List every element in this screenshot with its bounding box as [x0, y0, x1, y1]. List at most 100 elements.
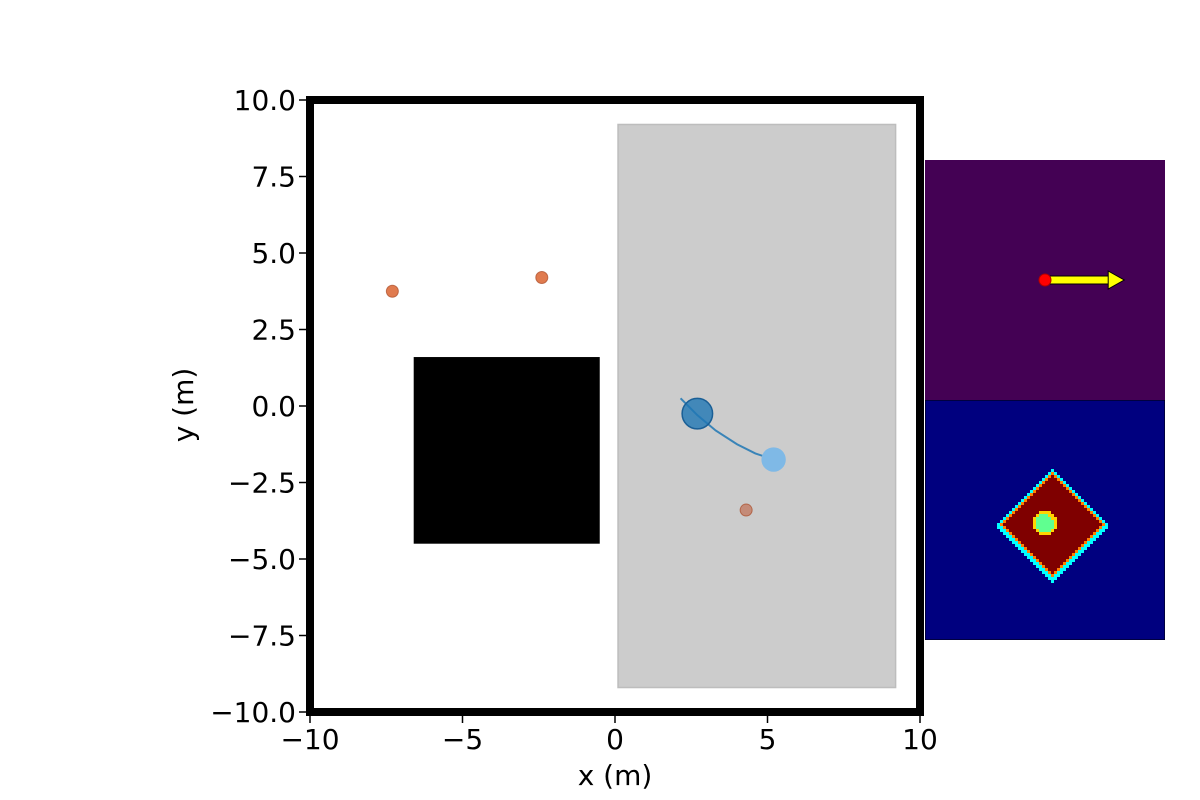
- occupancy-cell: [1081, 541, 1085, 545]
- occupancy-cell: [1084, 517, 1088, 521]
- occupancy-cell: [1000, 526, 1004, 530]
- x-tick-label: 10: [902, 723, 938, 756]
- occupancy-cell: [1075, 493, 1079, 497]
- occupancy-cell: [1045, 493, 1049, 497]
- occupancy-cell: [1048, 478, 1052, 482]
- occupancy-cell: [1063, 499, 1067, 503]
- occupancy-cell: [1090, 514, 1094, 518]
- occupancy-cell: [1048, 568, 1052, 572]
- occupancy-cell: [1039, 538, 1043, 542]
- occupancy-cell: [1009, 532, 1013, 536]
- occupancy-cell: [1051, 541, 1055, 545]
- occupancy-cell: [1033, 508, 1037, 512]
- occupancy-cell: [1051, 475, 1055, 479]
- occupancy-cell: [1030, 508, 1034, 512]
- occupancy-cell: [1036, 550, 1040, 554]
- occupancy-cell: [1036, 541, 1040, 545]
- occupancy-cell: [1006, 520, 1010, 524]
- occupancy-cell: [1051, 496, 1055, 500]
- occupancy-cell: [1027, 517, 1031, 521]
- occupancy-cell: [1072, 544, 1076, 548]
- occupancy-cell: [1045, 487, 1049, 491]
- occupancy-cell: [1078, 508, 1082, 512]
- occupancy-cell: [1081, 523, 1085, 527]
- occupancy-cell: [1087, 508, 1091, 512]
- occupancy-cell: [1087, 535, 1091, 539]
- occupancy-cell: [1078, 553, 1082, 557]
- occupancy-cell: [1063, 535, 1067, 539]
- occupancy-cell: [1021, 499, 1025, 503]
- occupancy-cell: [1084, 520, 1088, 524]
- x-axis-label: x (m): [578, 759, 653, 792]
- occupancy-cell: [1066, 517, 1070, 521]
- occupancy-cell: [1048, 499, 1052, 503]
- occupancy-cell: [1063, 556, 1067, 560]
- occupancy-cell: [1072, 535, 1076, 539]
- heading-arrow-head: [1107, 270, 1126, 290]
- occupancy-cell: [1012, 538, 1016, 542]
- occupancy-cell: [1081, 502, 1085, 506]
- occupancy-cell: [1066, 532, 1070, 536]
- occupancy-cell: [1057, 496, 1061, 500]
- occupancy-cell: [1054, 523, 1058, 527]
- occupancy-cell: [1018, 511, 1022, 515]
- occupancy-cell: [1051, 556, 1055, 560]
- occupancy-cell: [1093, 514, 1097, 518]
- occupancy-cell: [1072, 559, 1076, 563]
- occupancy-cell: [1036, 499, 1040, 503]
- occupancy-cell: [1027, 538, 1031, 542]
- occupancy-cell: [1027, 550, 1031, 554]
- occupancy-cell: [1057, 481, 1061, 485]
- occupancy-cell: [1048, 556, 1052, 560]
- occupancy-cell: [1036, 493, 1040, 497]
- occupancy-cell: [1078, 505, 1082, 509]
- occupancy-cell: [1030, 538, 1034, 542]
- occupancy-cell: [1021, 544, 1025, 548]
- occupancy-cell: [1024, 550, 1028, 554]
- occupancy-cell: [1045, 532, 1049, 536]
- occupancy-cell: [1078, 532, 1082, 536]
- occupancy-cell: [1066, 514, 1070, 518]
- occupancy-cell: [1015, 520, 1019, 524]
- occupancy-cell: [1027, 535, 1031, 539]
- occupancy-cell: [1021, 529, 1025, 533]
- occupancy-cell: [1015, 523, 1019, 527]
- occupancy-cell: [1075, 532, 1079, 536]
- occupancy-cell: [1042, 541, 1046, 545]
- occupancy-cell: [1054, 514, 1058, 518]
- occupancy-cell: [1090, 511, 1094, 515]
- occupancy-cell: [1087, 532, 1091, 536]
- occupancy-cell: [1051, 469, 1055, 473]
- occupancy-cell: [1051, 520, 1055, 524]
- occupancy-cell: [1027, 523, 1031, 527]
- occupancy-cell: [1030, 550, 1034, 554]
- occupancy-cell: [1048, 493, 1052, 497]
- occupancy-cell: [1018, 541, 1022, 545]
- occupancy-cell: [1015, 511, 1019, 515]
- occupancy-cell: [1039, 556, 1043, 560]
- occupancy-cell: [1102, 529, 1106, 533]
- occupancy-cell: [1057, 547, 1061, 551]
- occupancy-cell: [1072, 517, 1076, 521]
- occupancy-cell: [1081, 520, 1085, 524]
- occupancy-cell: [1033, 487, 1037, 491]
- occupancy-cell: [1057, 475, 1061, 479]
- occupancy-cell: [1027, 529, 1031, 533]
- occupancy-cell: [1030, 517, 1034, 521]
- occupancy-cell: [1012, 508, 1016, 512]
- occupancy-cell: [1096, 532, 1100, 536]
- occupancy-cell: [1024, 541, 1028, 545]
- occupancy-cell: [1018, 535, 1022, 539]
- occupancy-cell: [1048, 505, 1052, 509]
- occupancy-cell: [1042, 571, 1046, 575]
- occupancy-cell: [1036, 502, 1040, 506]
- occupancy-cell: [1015, 541, 1019, 545]
- occupancy-cell: [1045, 529, 1049, 533]
- occupancy-cell: [1075, 547, 1079, 551]
- occupancy-cell: [1045, 511, 1049, 515]
- occupancy-cell: [1051, 580, 1055, 584]
- occupancy-cell: [1015, 508, 1019, 512]
- occupancy-cell: [1066, 523, 1070, 527]
- occupancy-cell: [1024, 505, 1028, 509]
- occupancy-cell: [1060, 487, 1064, 491]
